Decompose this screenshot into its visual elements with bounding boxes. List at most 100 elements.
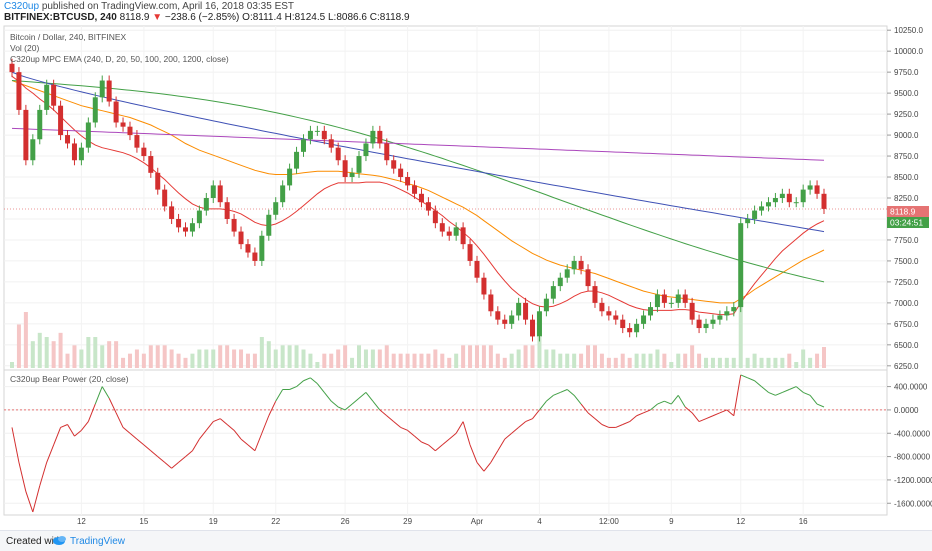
volume-bar [419,353,424,368]
candle-body [210,185,216,198]
price-tick-label: 8250.0 [894,194,919,203]
volume-bar [676,353,681,368]
candle-body [99,80,105,98]
price-tick-label: 6250.0 [894,362,919,371]
bear-power-segment [136,438,145,446]
bear-power-segment [469,444,478,463]
candle-body [502,319,508,324]
volume-bar [79,349,84,368]
tradingview-link[interactable]: TradingView [70,536,126,547]
bear-power-segment [310,377,318,385]
candle-body [342,160,348,178]
bear-power-segment [636,412,644,417]
bear-power-segment [289,386,297,390]
candle-body [634,323,640,333]
author-link[interactable]: C320up [4,1,40,12]
bear-power-segment [789,386,797,390]
volume-bar [551,349,556,368]
price-axis[interactable]: 10250.0 10000.0 9750.0 9500.0 9250.0 9000.0 87… [887,26,923,371]
time-tick-label: 12:00 [599,517,620,526]
svg-text:03:24:51: 03:24:51 [890,218,923,228]
bear-power-pane[interactable] [3,369,888,516]
candle-body [44,84,50,110]
volume-bar [641,353,646,368]
volume-bar [648,353,653,368]
bear-power-segment [296,380,304,387]
volume-bar [613,357,618,368]
candle-body [488,294,494,312]
bear-power-segment [594,418,603,425]
volume-bar [468,345,473,368]
volume-bar [745,357,750,368]
candle-body [245,244,251,253]
volume-bar [523,345,528,368]
bear-power-segment [490,450,499,463]
volume-bar [183,357,188,368]
change-value: −238.6 (−2.85%) [164,12,240,23]
bear-power-segment [525,418,533,423]
volume-bar [30,341,35,368]
countdown-badge: 03:24:51 [887,217,929,228]
volume-bar [488,345,493,368]
volume-bars [10,278,826,368]
candle-body [613,315,619,320]
bear-power-segment [39,462,48,486]
volume-bar [127,353,132,368]
bear-power-segment [18,462,27,492]
bear-power-segment [435,444,443,452]
bear-power-segment [691,412,700,422]
time-tick-label: 26 [341,517,350,526]
bear-power-segment [629,415,637,422]
chart-header: C320up published on TradingView.com, Apr… [0,0,932,24]
candle-body [328,139,334,148]
candle-body [661,294,667,303]
bear-power-segment [108,398,117,414]
bear-power-segment [344,403,353,411]
candle-body [696,319,702,329]
bear-power-segment [560,389,568,393]
close-label: C: [369,12,380,23]
candle-body [682,294,688,303]
candle-body [217,185,223,203]
ohlc-line: BITFINEX:BTCUSD, 240 8118.9 ▼ −238.6 (−2… [4,12,410,23]
bear-tick-label: 400.0000 [894,383,928,392]
candle-body [78,147,84,161]
candle-body [120,122,126,127]
bear-power-segment [67,424,75,437]
candle-body [85,122,91,148]
bear-tick-label: -400.0000 [894,429,931,438]
volume-bar [51,341,56,368]
candle-body [134,135,140,148]
volume-bar [433,349,438,368]
candle-body [37,109,43,140]
price-tick-label: 9500.0 [894,89,919,98]
bear-power-segment [448,432,457,440]
chart-canvas[interactable]: 10250.0 10000.0 9750.0 9500.0 9250.0 9000.0 87… [0,0,932,530]
volume-bar [100,345,105,368]
volume-bar [690,345,695,368]
bear-power-segment [414,435,422,443]
volume-bar [495,353,500,368]
bear-power-axis[interactable]: 400.0000 0.0000 -400.0000 -800.0000 -1200.00… [887,383,932,509]
candle-body [23,109,29,161]
volume-bar [710,357,715,368]
bear-power-segment [219,418,228,425]
close-value: 8118.9 [379,12,410,23]
volume-bar [23,312,28,368]
ema20-line [11,75,825,316]
candle-body [106,80,112,102]
candle-body [564,269,570,278]
time-tick-label: 4 [537,517,542,526]
candle-body [58,105,64,136]
volume-bar [225,345,230,368]
ema200-line [11,71,825,233]
candle-body [675,294,681,303]
price-tick-label: 7250.0 [894,278,919,287]
candle-body [446,231,452,236]
candle-body [724,311,730,316]
volume-bar [655,349,660,368]
candle-body [647,307,653,316]
time-axis[interactable]: 12 15 19 22 26 29 Apr 4 12:00 9 12 16 [77,517,808,526]
volume-bar [204,349,209,368]
candle-body [439,223,445,232]
